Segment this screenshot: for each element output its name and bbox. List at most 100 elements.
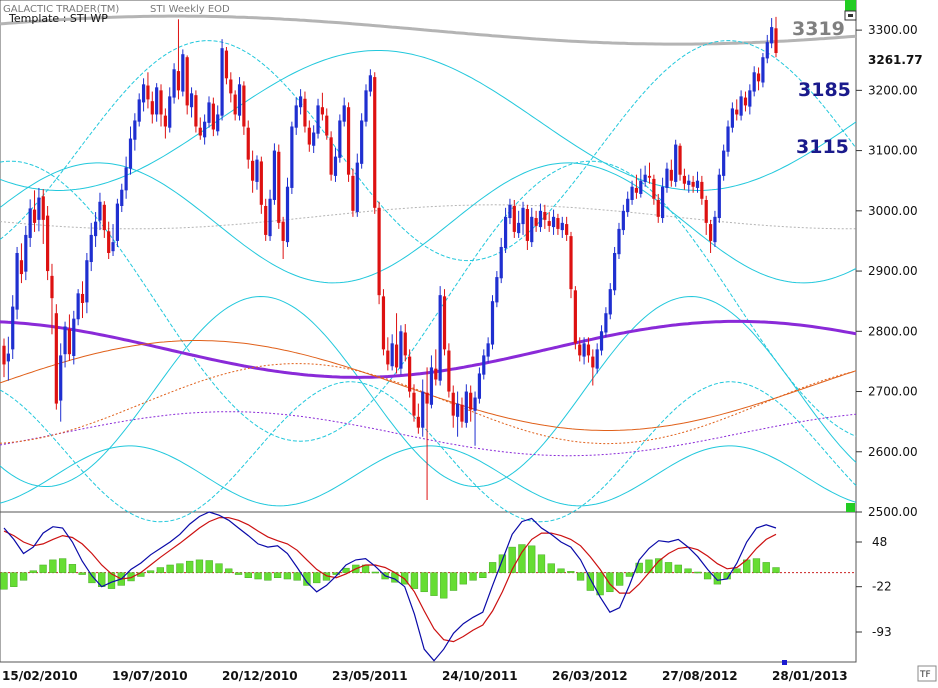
cyan-wave-dashed: [0, 40, 857, 262]
histogram-bar: [420, 572, 428, 593]
candle-body: [329, 137, 333, 175]
oscillator-series: [0, 511, 856, 662]
candle-body: [155, 87, 159, 115]
histogram-bar: [449, 572, 458, 591]
price-tick-label: 3300.00: [868, 23, 918, 37]
candle-body: [560, 222, 564, 231]
candle-body: [176, 71, 181, 91]
candle-body: [752, 72, 756, 92]
candle-body: [591, 356, 595, 368]
histogram-bar: [596, 572, 604, 596]
price-tick-label: 2800.00: [868, 324, 918, 338]
candle-body: [146, 85, 150, 100]
candle-body: [128, 138, 133, 169]
candle-body: [264, 206, 268, 235]
histogram-bar: [498, 554, 507, 573]
candle-body: [290, 126, 294, 188]
histogram-bar: [342, 567, 350, 573]
histogram-bar: [606, 572, 614, 593]
candle-body: [547, 221, 551, 226]
level-label-3115: 3115: [796, 136, 849, 158]
candle-body: [626, 198, 630, 213]
indicator-panel-frame: [0, 511, 857, 663]
candle-body: [403, 332, 407, 356]
candle-body: [521, 207, 525, 225]
oscillator-slow-line: [3, 517, 777, 643]
candle-body: [464, 391, 468, 423]
candle-body: [233, 94, 237, 115]
candle-body: [442, 296, 447, 350]
purple-wave-dashed: [0, 411, 857, 457]
candle-body: [743, 97, 748, 106]
oscillator-fast-line: [3, 511, 777, 662]
candle-body: [141, 84, 146, 103]
histogram-bar: [254, 572, 262, 580]
histogram-bar: [58, 558, 67, 573]
date-tick-label: 19/07/2010: [112, 669, 188, 683]
candle-body: [312, 132, 316, 146]
candle-body: [477, 373, 482, 399]
histogram-bar: [205, 560, 213, 573]
histogram-bar: [703, 572, 712, 580]
histogram-bar: [410, 572, 419, 589]
candle-body: [50, 275, 54, 299]
histogram-bar: [156, 567, 165, 573]
candle-body: [643, 174, 647, 182]
histogram-bar: [733, 568, 741, 573]
candle-body: [255, 159, 259, 182]
candle-body: [704, 199, 708, 223]
price-tick-label: 2600.00: [868, 445, 918, 459]
candle-body: [394, 344, 399, 368]
candle-body: [578, 344, 582, 356]
candle-body: [695, 180, 700, 188]
price-panel-frame: [0, 0, 857, 513]
candle-body: [211, 103, 215, 130]
purple-wave-main: [0, 319, 857, 379]
candle-body: [346, 107, 351, 175]
candle-body: [512, 206, 516, 232]
axes: 3300.00 3200.00 3100.00 3000.00 2900.00 2800.…: [2, 23, 918, 683]
histogram-bar: [19, 572, 28, 581]
histogram-bar: [528, 545, 536, 573]
histogram-bar: [225, 568, 233, 573]
histogram-bar: [674, 564, 682, 573]
histogram-bar: [293, 572, 301, 581]
cyan-wave: [0, 295, 857, 488]
candle-body: [717, 174, 721, 219]
tf-label: TF: [919, 670, 931, 680]
candle-body: [229, 79, 233, 94]
candle-body: [85, 260, 89, 303]
candle-body: [503, 216, 508, 249]
osc-tick-label: -93: [872, 625, 892, 639]
histogram-bar: [146, 570, 155, 573]
candle-body: [573, 290, 577, 344]
histogram-bar: [557, 568, 565, 573]
green-marker-top[interactable]: [845, 0, 856, 11]
candle-body: [447, 350, 451, 392]
candle-body: [377, 207, 381, 296]
candle-body: [739, 96, 743, 116]
green-marker-bottom[interactable]: [846, 503, 855, 512]
histogram-bar: [234, 572, 243, 575]
candle-body: [691, 181, 695, 187]
chart-title: STI Weekly EOD: [150, 4, 230, 15]
candle-body: [756, 73, 761, 82]
candle-body: [412, 392, 416, 416]
tf-button[interactable]: [917, 665, 937, 682]
candle-body: [486, 343, 490, 357]
candle-body: [28, 208, 32, 238]
date-tick-label: 20/12/2010: [222, 669, 298, 683]
histogram-bar: [625, 572, 634, 577]
price-tick-label: 2900.00: [868, 264, 918, 278]
candle-body: [355, 162, 359, 213]
candle-body: [203, 121, 207, 138]
histogram-bar: [479, 572, 487, 578]
histogram-bar: [176, 563, 184, 573]
candle-body: [613, 252, 617, 291]
candle-body: [421, 391, 425, 428]
histogram-bar: [488, 562, 497, 573]
candle-body: [15, 252, 19, 310]
candle-body: [111, 242, 115, 252]
histogram-bar: [469, 572, 477, 581]
